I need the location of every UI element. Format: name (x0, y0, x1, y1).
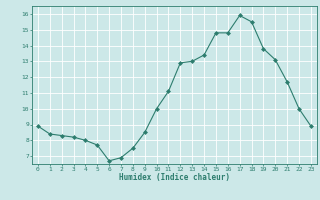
X-axis label: Humidex (Indice chaleur): Humidex (Indice chaleur) (119, 173, 230, 182)
